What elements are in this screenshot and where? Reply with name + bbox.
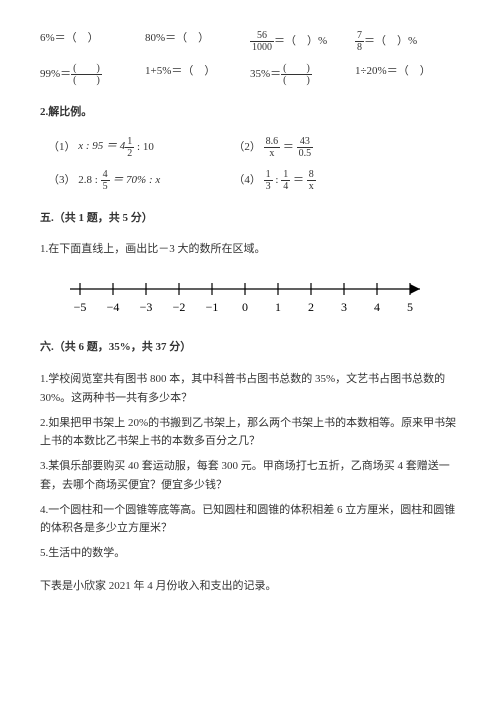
label: （3）: [48, 174, 76, 186]
expr: ＝ 70% : x: [110, 174, 161, 186]
svg-text:−2: −2: [173, 300, 186, 314]
text: ＝（ ）%: [364, 35, 417, 47]
prop-3: （3） 2.8 : 4 5 ＝ 70% : x: [48, 169, 233, 192]
section-6-title: 六.（共 6 题，35%，共 37 分）: [40, 339, 460, 357]
fraction: 43 0.5: [297, 136, 314, 159]
fraction: 7 8: [355, 30, 364, 53]
q6-5-sub: 下表是小欣家 2021 年 4 月份收入和支出的记录。: [40, 577, 460, 596]
numerator: 8.6: [264, 136, 281, 148]
r2c4: 1÷20%＝（ ）: [355, 63, 460, 86]
formula-row-2: 99%＝ ( ) ( ) 1+5%＝（ ） 35%＝ ( ) ( ) 1÷20%…: [40, 63, 460, 86]
denominator: 4: [281, 181, 290, 192]
text: 99%＝: [40, 68, 71, 80]
colon: :: [273, 174, 282, 186]
text: ＝（ ）%: [274, 35, 327, 47]
q2-title: 2.解比例。: [40, 104, 460, 122]
r2c3: 35%＝ ( ) ( ): [250, 63, 355, 86]
denominator: ( ): [71, 75, 102, 86]
q6-3: 3.某俱乐部要购买 40 套运动服，每套 300 元。甲商场打七五折，乙商场买 …: [40, 457, 460, 494]
numerator: 7: [355, 30, 364, 42]
eq: ＝: [280, 141, 297, 153]
denominator: 2: [125, 148, 134, 159]
r2c2: 1+5%＝（ ）: [145, 63, 250, 86]
fraction: 56 1000: [250, 30, 274, 53]
r1c1: 6%＝（ ）: [40, 30, 145, 53]
numerator: 8: [307, 169, 316, 181]
svg-text:1: 1: [275, 300, 281, 314]
formula-row-1: 6%＝（ ） 80%＝（ ） 56 1000 ＝（ ）% 7 8 ＝（ ）%: [40, 30, 460, 53]
label: （1）: [48, 141, 76, 153]
prop-2: （2） 8.6 x ＝ 43 0.5: [233, 136, 460, 159]
label: （2）: [233, 141, 261, 153]
svg-text:5: 5: [407, 300, 413, 314]
expr: x : 95 ＝ 4: [78, 140, 125, 152]
fraction: 1 2: [125, 136, 134, 159]
denominator: 1000: [250, 42, 274, 53]
numerator: ( ): [281, 63, 312, 75]
prop-1: （1） x : 95 ＝ 4 1 2 : 10: [48, 136, 233, 159]
svg-text:0: 0: [242, 300, 248, 314]
r1c4: 7 8 ＝（ ）%: [355, 30, 460, 53]
fraction: 8.6 x: [264, 136, 281, 159]
q6-1: 1.学校阅览室共有图书 800 本，其中科普书占图书总数的 35%，文艺书占图书…: [40, 370, 460, 407]
r1c3: 56 1000 ＝（ ）%: [250, 30, 355, 53]
denominator: 5: [101, 181, 110, 192]
fraction: 1 3: [264, 169, 273, 192]
denominator: x: [307, 181, 316, 192]
numerator: 56: [250, 30, 274, 42]
fraction: 8 x: [307, 169, 316, 192]
eq: ＝: [290, 174, 307, 186]
proportion-row-1: （1） x : 95 ＝ 4 1 2 : 10 （2） 8.6 x ＝ 43 0…: [40, 136, 460, 159]
svg-text:−3: −3: [140, 300, 153, 314]
prop-4: （4） 1 3 : 1 4 ＝ 8 x: [233, 169, 460, 192]
denominator: 0.5: [297, 148, 314, 159]
fraction: ( ) ( ): [71, 63, 102, 86]
q6-5: 5.生活中的数学。: [40, 544, 460, 563]
text: 35%＝: [250, 68, 281, 80]
fraction: 4 5: [101, 169, 110, 192]
expr: : 10: [134, 141, 154, 153]
expr: 2.8 :: [78, 174, 100, 186]
numerator: 1: [264, 169, 273, 181]
proportion-row-2: （3） 2.8 : 4 5 ＝ 70% : x （4） 1 3 : 1 4 ＝ …: [40, 169, 460, 192]
numerator: 43: [297, 136, 314, 148]
r1c2: 80%＝（ ）: [145, 30, 250, 53]
number-line: −5 −4 −3 −2 −1 0 1 2 3 4 5: [60, 271, 440, 321]
svg-text:3: 3: [341, 300, 347, 314]
numerator: 1: [125, 136, 134, 148]
fraction: ( ) ( ): [281, 63, 312, 86]
q5-1: 1.在下面直线上，画出比－3 大的数所在区域。: [40, 241, 460, 259]
fraction: 1 4: [281, 169, 290, 192]
q6-2: 2.如果把甲书架上 20%的书搬到乙书架上，那么两个书架上书的本数相等。原来甲书…: [40, 414, 460, 451]
svg-text:4: 4: [374, 300, 380, 314]
r2c1: 99%＝ ( ) ( ): [40, 63, 145, 86]
svg-text:−4: −4: [107, 300, 120, 314]
svg-text:−5: −5: [74, 300, 87, 314]
svg-text:−1: −1: [206, 300, 219, 314]
q6-4: 4.一个圆柱和一个圆锥等底等高。已知圆柱和圆锥的体积相差 6 立方厘米，圆柱和圆…: [40, 501, 460, 538]
svg-text:2: 2: [308, 300, 314, 314]
denominator: ( ): [281, 75, 312, 86]
numerator: 1: [281, 169, 290, 181]
denominator: x: [264, 148, 281, 159]
section-5-title: 五.（共 1 题，共 5 分）: [40, 210, 460, 228]
denominator: 3: [264, 181, 273, 192]
number-line-svg: −5 −4 −3 −2 −1 0 1 2 3 4 5: [60, 271, 440, 321]
numerator: 4: [101, 169, 110, 181]
label: （4）: [233, 174, 261, 186]
denominator: 8: [355, 42, 364, 53]
numerator: ( ): [71, 63, 102, 75]
